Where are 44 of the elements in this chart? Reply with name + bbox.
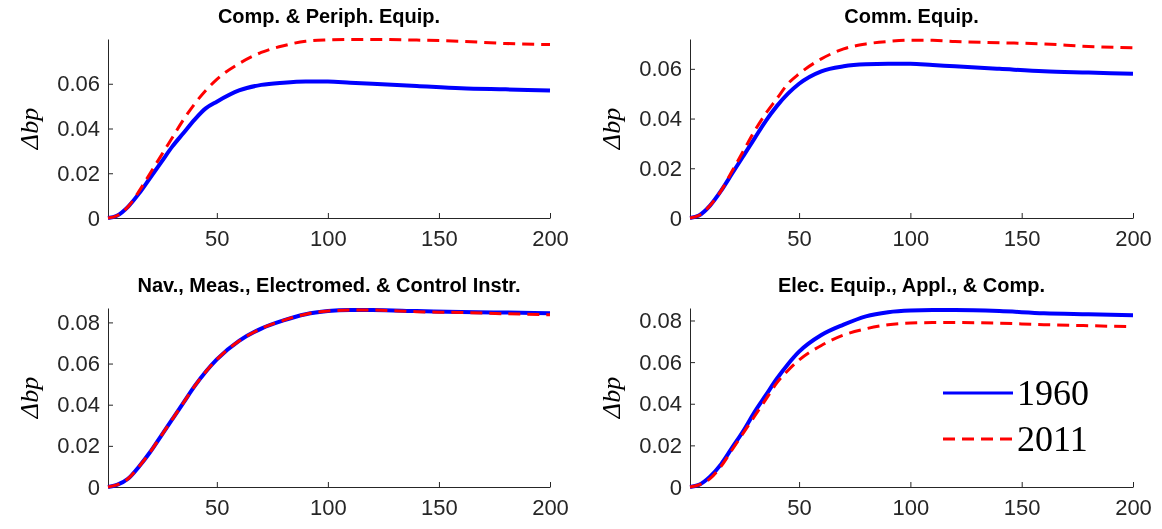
y-tick-label: 0.02 <box>57 160 100 186</box>
y-tick-label: 0.04 <box>57 392 100 418</box>
legend-label: 2011 <box>1017 419 1088 459</box>
chart-title: Nav., Meas., Electromed. & Control Instr. <box>137 274 521 296</box>
x-tick-label: 200 <box>532 494 569 520</box>
y-tick-label: 0 <box>87 205 100 231</box>
y-axis-title: Δbp <box>15 376 44 420</box>
y-tick-label: 0 <box>669 205 682 231</box>
x-tick-label: 100 <box>892 225 930 251</box>
x-tick-label: 50 <box>787 225 812 251</box>
y-axis-title: Δbp <box>597 376 626 420</box>
chart-title: Elec. Equip., Appl., & Comp. <box>777 274 1046 296</box>
y-tick-label: 0.08 <box>57 309 100 335</box>
y-tick-label: 0.02 <box>57 433 100 459</box>
x-tick-label: 200 <box>1115 494 1152 520</box>
chart-title: Comm. Equip. <box>844 5 979 27</box>
x-tick-label: 150 <box>1003 225 1041 251</box>
y-tick-label: 0.06 <box>57 351 100 377</box>
x-tick-label: 200 <box>1115 225 1152 251</box>
x-tick-label: 200 <box>532 225 569 251</box>
y-tick-label: 0.04 <box>57 116 100 142</box>
y-tick-label: 0.04 <box>639 391 682 417</box>
x-tick-label: 150 <box>1003 494 1041 520</box>
y-tick-label: 0.08 <box>639 308 682 334</box>
x-tick-label: 100 <box>310 494 347 520</box>
x-tick-label: 150 <box>421 225 458 251</box>
x-tick-label: 50 <box>205 494 230 520</box>
y-axis-title: Δbp <box>15 107 44 151</box>
x-tick-label: 50 <box>205 225 230 251</box>
y-tick-label: 0.04 <box>639 106 682 132</box>
x-tick-label: 100 <box>892 494 930 520</box>
x-tick-label: 100 <box>310 225 347 251</box>
x-tick-label: 50 <box>787 494 812 520</box>
y-tick-label: 0.06 <box>639 56 682 82</box>
y-tick-label: 0.02 <box>639 155 682 181</box>
x-tick-label: 150 <box>421 494 458 520</box>
y-tick-label: 0.06 <box>639 349 682 375</box>
y-axis-title: Δbp <box>597 107 626 151</box>
y-tick-label: 0 <box>87 474 100 500</box>
y-tick-label: 0 <box>669 474 682 500</box>
y-tick-label: 0.02 <box>639 432 682 458</box>
legend-label: 1960 <box>1017 373 1089 413</box>
chart-title: Comp. & Periph. Equip. <box>217 5 441 27</box>
y-tick-label: 0.06 <box>57 71 100 97</box>
